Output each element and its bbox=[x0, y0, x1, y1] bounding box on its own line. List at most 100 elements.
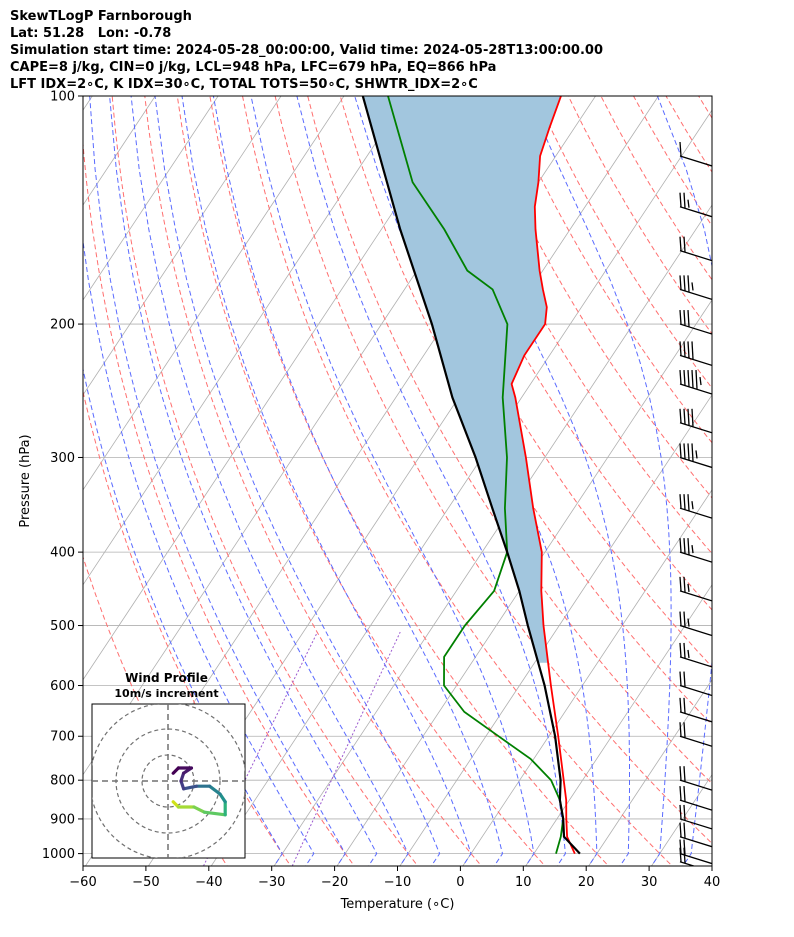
barb-flag bbox=[687, 310, 690, 327]
barb-flag bbox=[683, 275, 686, 291]
moist-adiabat bbox=[250, 96, 535, 866]
wind-barb bbox=[679, 576, 712, 602]
hodograph-ring bbox=[141, 754, 195, 808]
location-line: Lat: 51.28 Lon: -0.78 bbox=[10, 26, 172, 41]
barb-staff bbox=[679, 590, 712, 602]
barb-flag bbox=[683, 766, 686, 782]
dry-adiabat bbox=[144, 96, 483, 866]
barb-staff bbox=[679, 456, 712, 469]
wind-barb bbox=[679, 804, 712, 830]
barb-staff bbox=[679, 383, 712, 395]
dry-adiabat bbox=[502, 96, 712, 444]
chart-title: SkewTLogP Farnborough bbox=[10, 9, 192, 24]
barb-flag bbox=[683, 576, 686, 593]
moist-adiabat bbox=[89, 96, 346, 866]
dry-adiabat bbox=[665, 96, 712, 173]
y-axis-label: Pressure (hPa) bbox=[18, 434, 33, 527]
wind-barb bbox=[679, 786, 712, 811]
wind-barb bbox=[679, 766, 712, 791]
barb-flag bbox=[687, 494, 690, 511]
barb-staff bbox=[679, 551, 712, 563]
y-tick-label: 300 bbox=[50, 451, 75, 466]
isotherm bbox=[462, 489, 712, 866]
temperature-line bbox=[510, 96, 576, 854]
barb-flag bbox=[687, 275, 690, 292]
dry-adiabat bbox=[764, 96, 794, 870]
barb-flag bbox=[687, 538, 690, 555]
moist-adiabat bbox=[130, 96, 409, 866]
wind-barb bbox=[679, 370, 712, 395]
plot-area bbox=[83, 96, 794, 870]
barb-half bbox=[687, 583, 690, 592]
indices-line-1: CAPE=8 j/kg, CIN=0 j/kg, LCL=948 hPa, LF… bbox=[10, 60, 497, 75]
isotherm bbox=[336, 299, 712, 866]
y-tick-label: 400 bbox=[50, 546, 75, 561]
mixing-ratio-line bbox=[291, 631, 401, 866]
barb-flag bbox=[687, 341, 690, 358]
wind-barb bbox=[679, 275, 712, 301]
barb-flag bbox=[679, 494, 682, 509]
barb-flag bbox=[695, 370, 698, 389]
hodograph-subtitle: 10m/s increment bbox=[114, 687, 218, 700]
barb-flag bbox=[687, 408, 690, 426]
isotherm bbox=[712, 96, 794, 870]
hodograph-title: Wind Profile bbox=[125, 671, 208, 685]
wind-barb bbox=[679, 443, 712, 469]
barb-flag bbox=[679, 408, 682, 423]
barb-flag bbox=[687, 370, 690, 387]
barb-staff bbox=[679, 852, 712, 865]
barb-flag bbox=[679, 236, 682, 251]
simulation-time-line: Simulation start time: 2024-05-28_00:00:… bbox=[10, 43, 603, 58]
barb-flag bbox=[683, 538, 686, 554]
barb-staff bbox=[679, 735, 712, 747]
barb-flag bbox=[687, 443, 690, 460]
x-tick-label: 10 bbox=[515, 875, 532, 890]
wind-barb bbox=[679, 141, 712, 167]
barb-flag bbox=[679, 341, 682, 356]
x-tick-label: −60 bbox=[69, 875, 96, 890]
barb-flag bbox=[691, 408, 694, 427]
moist-adiabat bbox=[154, 96, 441, 866]
barb-flag bbox=[679, 671, 682, 686]
barb-flag bbox=[683, 341, 686, 357]
moist-adiabat bbox=[656, 96, 712, 866]
moist-adiabat bbox=[527, 96, 672, 866]
barb-flag bbox=[679, 839, 682, 854]
wind-barb bbox=[679, 236, 712, 262]
barb-flag bbox=[683, 611, 686, 627]
dry-adiabat bbox=[567, 96, 712, 335]
hodograph-segment bbox=[171, 766, 180, 775]
barb-flag bbox=[679, 642, 682, 657]
isotherm bbox=[83, 96, 471, 681]
barb-flag bbox=[679, 804, 682, 819]
hodograph bbox=[92, 704, 245, 858]
barb-staff bbox=[679, 206, 712, 218]
hodograph-ring bbox=[115, 728, 221, 834]
barb-flag bbox=[683, 786, 686, 802]
barb-flag bbox=[679, 538, 682, 553]
y-tick-label: 200 bbox=[50, 318, 75, 333]
barb-flag bbox=[679, 611, 682, 626]
dry-adiabat bbox=[470, 96, 712, 499]
wind-barb bbox=[679, 341, 712, 367]
dry-adiabat bbox=[633, 96, 712, 227]
x-tick-label: 40 bbox=[704, 875, 721, 890]
barb-half bbox=[687, 618, 690, 627]
wind-barb bbox=[679, 538, 712, 563]
dry-adiabat bbox=[698, 96, 712, 119]
dry-adiabat bbox=[535, 96, 712, 389]
wind-barb bbox=[679, 408, 712, 434]
barb-half bbox=[691, 282, 694, 291]
hodograph-segment bbox=[182, 784, 199, 791]
barb-half bbox=[687, 649, 690, 658]
barb-staff bbox=[679, 624, 712, 637]
barb-staff bbox=[679, 836, 712, 848]
barb-flag bbox=[683, 408, 686, 425]
barb-flag bbox=[683, 370, 686, 386]
y-tick-label: 700 bbox=[50, 730, 75, 745]
wind-barb bbox=[679, 671, 712, 697]
barb-flag bbox=[683, 443, 686, 459]
moist-adiabat bbox=[83, 366, 283, 866]
hodograph-segment bbox=[208, 784, 222, 796]
